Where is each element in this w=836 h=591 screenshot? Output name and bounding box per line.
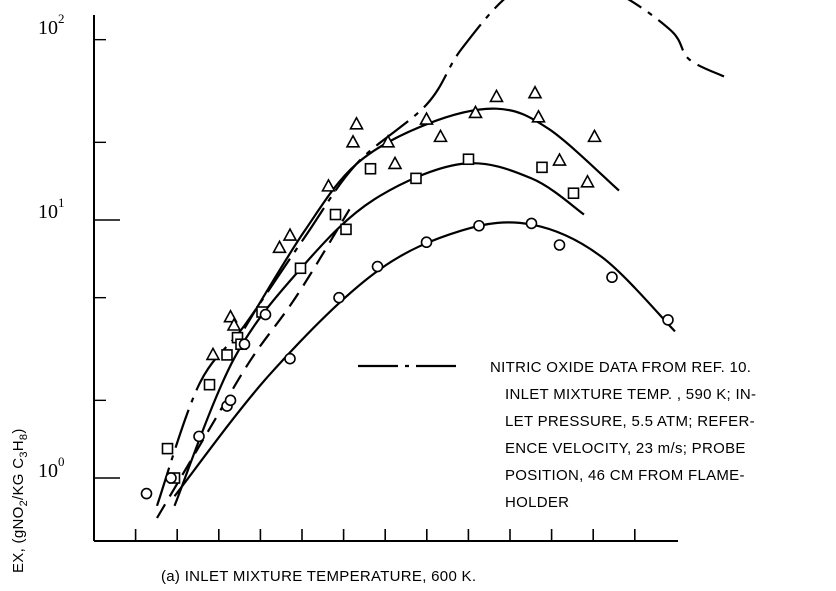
data-point-triangle	[491, 90, 503, 101]
data-point-triangle	[207, 348, 219, 359]
data-point-circle	[555, 240, 565, 250]
legend-line-4: POSITION, 46 CM FROM FLAME-	[505, 467, 745, 484]
legend-line-0: NITRIC OXIDE DATA FROM REF. 10.	[490, 359, 751, 376]
y-tick-label-0: 100	[38, 454, 65, 482]
data-point-triangle	[589, 130, 601, 141]
data-point-circle	[334, 293, 344, 303]
data-point-triangle	[274, 241, 286, 252]
data-point-square	[222, 350, 232, 360]
data-point-circle	[607, 272, 617, 282]
legend-line-1: INLET MIXTURE TEMP. , 590 K; IN-	[505, 386, 756, 403]
data-point-circle	[261, 310, 271, 320]
data-point-triangle	[347, 136, 359, 147]
data-point-triangle	[470, 106, 482, 117]
legend-line-5: HOLDER	[505, 494, 569, 511]
data-point-square	[341, 224, 351, 234]
data-point-circle	[527, 218, 537, 228]
data-point-triangle	[554, 154, 566, 165]
data-point-square	[411, 173, 421, 183]
data-point-circle	[166, 473, 176, 483]
data-point-triangle	[323, 180, 335, 191]
legend: NITRIC OXIDE DATA FROM REF. 10. INLET MI…	[358, 359, 756, 511]
data-point-triangle	[435, 130, 447, 141]
data-point-triangle	[529, 87, 541, 98]
data-point-circle	[226, 395, 236, 405]
fit-curve-triangle	[245, 109, 620, 329]
data-point-square	[205, 380, 215, 390]
data-point-square	[163, 444, 173, 454]
data-point-circle	[142, 489, 152, 499]
data-point-circle	[474, 221, 484, 231]
ticks	[94, 0, 635, 541]
data-point-square	[366, 164, 376, 174]
data-point-triangle	[389, 157, 401, 168]
data-point-circle	[422, 237, 432, 247]
data-point-triangle	[533, 111, 545, 122]
data-point-triangle	[351, 118, 363, 129]
data-point-triangle	[582, 176, 594, 187]
data-point-square	[331, 210, 341, 220]
data-point-circle	[285, 354, 295, 364]
y-tick-label-1: 101	[38, 195, 65, 223]
y-tick-label-2: 102	[38, 11, 65, 39]
legend-line-3: ENCE VELOCITY, 23 m/s; PROBE	[505, 440, 746, 457]
data-point-square	[464, 154, 474, 164]
data-point-square	[537, 162, 547, 172]
fit-curve-dashed	[157, 209, 350, 518]
data-point-triangle	[382, 136, 394, 147]
data-point-circle	[240, 339, 250, 349]
data-point-square	[296, 263, 306, 273]
data-point-triangle	[421, 113, 433, 124]
data-point-circle	[663, 315, 673, 325]
data-point-square	[569, 188, 579, 198]
y-axis-label: EX, (gNO2/KG C3H8)	[10, 428, 30, 573]
data-point-triangle	[284, 229, 296, 240]
legend-line-2: LET PRESSURE, 5.5 ATM; REFER-	[505, 413, 755, 430]
x-axis-label: (a) INLET MIXTURE TEMPERATURE, 600 K.	[161, 568, 476, 585]
data-point-circle	[194, 431, 204, 441]
data-markers	[142, 87, 674, 499]
data-point-circle	[373, 262, 383, 272]
